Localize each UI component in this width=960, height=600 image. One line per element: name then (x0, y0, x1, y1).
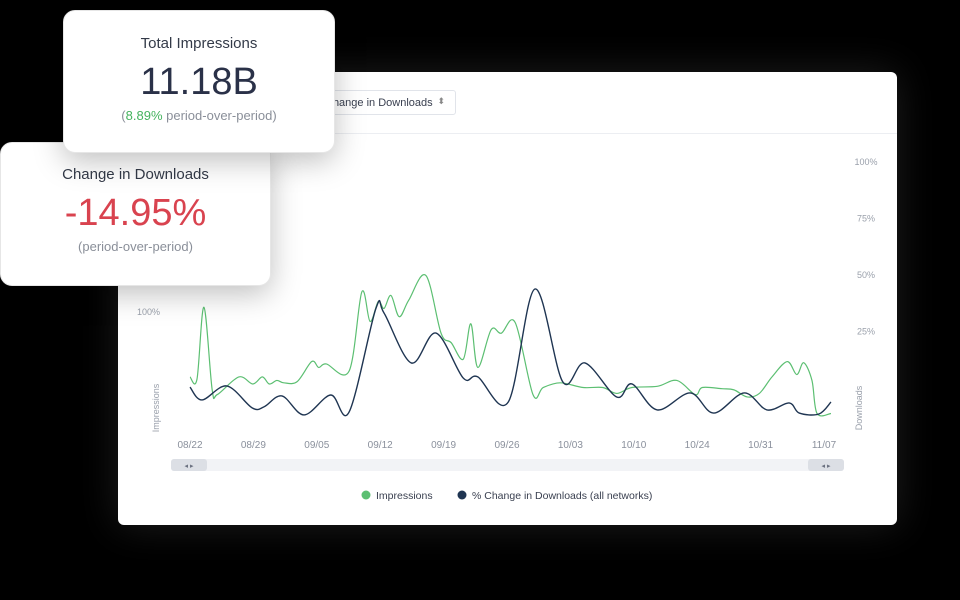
x-tick-label: 10/31 (748, 440, 773, 451)
x-tick-label: 10/03 (558, 440, 583, 451)
impressions-series-line (189, 274, 832, 417)
card-title: Total Impressions (140, 35, 258, 52)
x-tick-label: 09/05 (304, 440, 329, 451)
header-divider (118, 133, 897, 134)
dropdown-label: Change in Downloads (325, 97, 433, 109)
x-tick-label: 10/24 (685, 440, 710, 451)
x-tick-label: 11/07 (812, 440, 837, 451)
card-value: -14.95% (64, 192, 207, 234)
right-axis-label: Downloads (854, 385, 864, 430)
arrows-left-right-icon: ◂ ▸ (822, 463, 831, 470)
legend-label[interactable]: Impressions (376, 490, 433, 502)
x-tick-label: 10/10 (621, 440, 646, 451)
scroll-handle[interactable] (808, 459, 844, 471)
right-tick-label: 75% (857, 214, 875, 224)
change-suffix: period-over-period) (162, 107, 277, 123)
legend-marker (457, 490, 467, 500)
change-in-downloads-card: Change in Downloads -14.95% (period-over… (0, 142, 271, 286)
horizontal-scrollbar[interactable] (171, 459, 844, 471)
x-tick-label: 09/12 (368, 440, 393, 451)
legend-marker (361, 490, 371, 500)
legend-label[interactable]: % Change in Downloads (all networks) (472, 490, 652, 502)
x-tick-label: 08/29 (241, 440, 266, 451)
card-subtitle: (period-over-period) (78, 238, 193, 254)
card-title: Change in Downloads (62, 166, 209, 183)
x-tick-label: 08/22 (177, 440, 202, 451)
x-tick-label: 09/19 (431, 440, 456, 451)
paren: ( (121, 107, 126, 123)
card-change: (8.89% period-over-period) (64, 108, 334, 123)
x-tick-label: 09/26 (494, 440, 519, 451)
left-tick-label: 100% (137, 307, 160, 317)
change-percent: 8.89% (125, 107, 163, 123)
card-value: 11.18B (140, 61, 258, 103)
scroll-handle[interactable] (171, 459, 207, 471)
right-tick-label: 100% (854, 157, 877, 167)
chevron-up-down-icon: ⬍ (437, 96, 445, 106)
right-tick-label: 50% (857, 270, 875, 280)
right-tick-label: 25% (857, 327, 875, 337)
arrows-left-right-icon: ◂ ▸ (185, 463, 194, 470)
total-impressions-card: Total Impressions 11.18B (8.89% period-o… (63, 10, 335, 153)
left-axis-label: Impressions (151, 383, 161, 432)
downloads-series-line (189, 288, 832, 417)
